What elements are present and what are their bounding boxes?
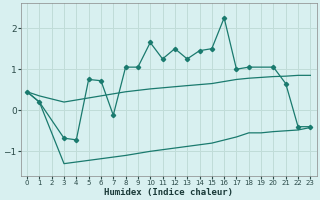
X-axis label: Humidex (Indice chaleur): Humidex (Indice chaleur) — [104, 188, 233, 197]
